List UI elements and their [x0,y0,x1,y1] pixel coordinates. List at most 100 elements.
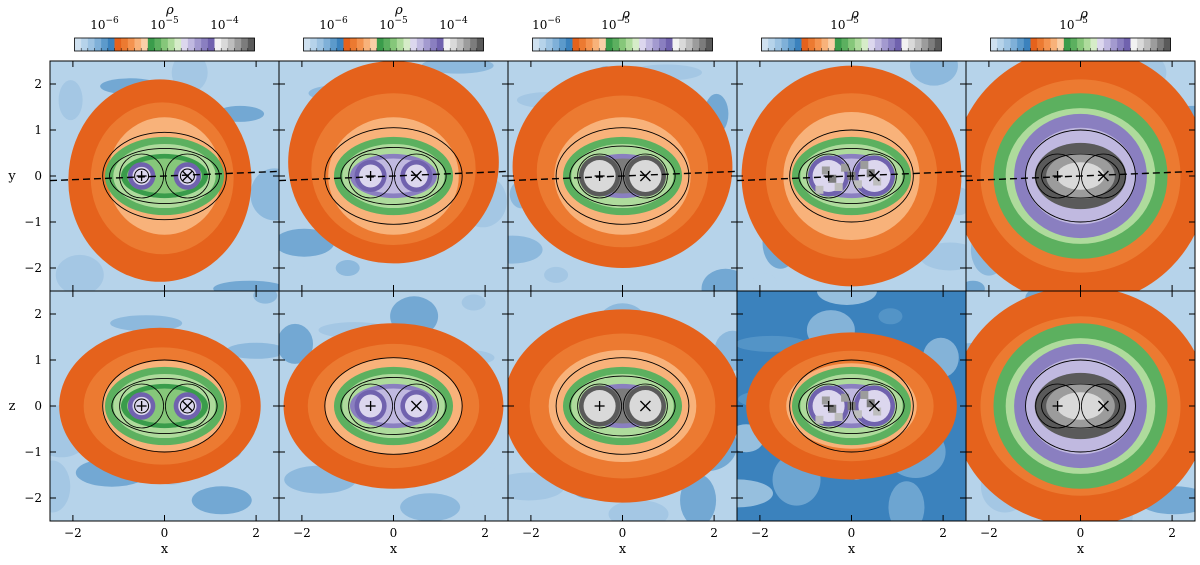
background-patch [878,308,903,325]
background-patch [55,254,104,291]
colorbar-swatch [350,38,358,51]
colorbar-swatch [187,38,195,51]
colorbar-label-base: 10 [150,18,165,32]
background-patch [191,486,252,515]
colorbar-swatch [821,38,829,51]
colorbar-label: 10−6 [319,16,348,32]
colorbar-label: 10−6 [90,16,119,32]
colorbar-swatch [1030,38,1038,51]
pixel-block [853,180,862,189]
colorbar-swatch [828,38,836,51]
companion-marker [868,170,880,182]
background-patch [888,481,925,521]
colorbar-swatch [672,38,680,51]
pixel-block [815,185,824,194]
colorbar-swatch [781,38,789,51]
colorbar-swatch [901,38,909,51]
background-patch [471,467,508,520]
background-patch [737,479,773,508]
colorbar-label: 10−5 [1059,16,1088,32]
colorbar-swatch [794,38,802,51]
colorbar-frame [532,37,713,52]
orbit-ellipse [569,145,676,207]
colorbar-swatch [685,38,693,51]
orbit-ellipse [789,129,914,223]
colorbar-swatch [539,38,547,51]
colorbar-swatch [908,38,916,51]
colorbar-swatch [861,38,869,51]
colorbar-swatch [928,38,936,51]
colorbar-swatch [303,38,311,51]
pixel-block [834,183,843,192]
roche-lobe [348,383,393,429]
colorbar-swatch [532,38,540,51]
roche-lobe [1035,383,1080,429]
colorbar-swatch [1103,38,1111,51]
colorbar-label-base: 10 [379,18,394,32]
colorbar-swatch [565,38,573,51]
colorbar-swatch [1017,38,1025,51]
x-tick-label: 0 [161,526,169,540]
colorbar-swatch [121,38,129,51]
colorbar-label-base: 10 [532,18,547,32]
y-axis-label: z [9,399,16,414]
y-axis-label: y [7,169,16,184]
x-tick-label: 2 [252,526,260,540]
colorbar-quantity-symbol: ρ [1079,7,1088,22]
colorbar-label: 10−4 [439,16,468,32]
colorbar-swatch [390,38,398,51]
marker-ring [179,168,195,184]
companion-marker [410,170,422,182]
dashed-axis-line [508,170,737,182]
colorbar-swatch [214,38,222,51]
roche-lobe [165,383,210,429]
background-patch [508,235,543,264]
x-tick-label: 2 [939,526,947,540]
background-patch [253,291,278,304]
colorbar-swatch [612,38,620,51]
colorbar-swatch [639,38,647,51]
colorbar-swatch [1063,38,1071,51]
colorbar-swatch [881,38,889,51]
pixel-block [860,160,869,169]
colorbar-swatch [363,38,371,51]
colorbar-swatch [1123,38,1131,51]
companion-marker [181,400,193,412]
pixel-block [841,163,850,172]
roche-lobe [806,383,851,429]
colorbar-swatch [659,38,667,51]
colorbar-swatch [201,38,209,51]
colorbar-label-base: 10 [830,18,845,32]
colorbar-swatch [134,38,142,51]
colorbar-swatch [1083,38,1091,51]
colorbar-label-exponent: −5 [846,16,860,26]
y-tick-label: 0 [34,169,42,183]
colorbar-swatch [383,38,391,51]
colorbar-swatch [990,38,998,51]
companion-marker [639,400,651,412]
x-tick-label: 2 [1168,526,1176,540]
colorbar-swatch [141,38,149,51]
orbit-ellipse [102,359,227,453]
colorbar-swatch [592,38,600,51]
colorbar-swatch [1050,38,1058,51]
colorbar-frame [74,37,255,52]
colorbar-label-exponent: −4 [455,16,469,26]
colorbar-label-exponent: −5 [1075,16,1089,26]
marker-ring [134,168,150,184]
colorbar-label: 10−4 [210,16,239,32]
y-tick-label: −2 [24,261,42,275]
colorbar-swatch [834,38,842,51]
colorbar-swatch [625,38,633,51]
pixel-block [873,407,882,416]
orbit-ellipse [111,377,218,435]
colorbar-swatch [921,38,929,51]
colorbar-swatch [572,38,580,51]
orbit-ellipse [324,127,463,225]
colorbar-swatch [323,38,331,51]
colorbar-frame [303,37,484,52]
colorbar-swatch [1150,38,1158,51]
colorbar-swatch [605,38,613,51]
colorbar-swatch [241,38,249,51]
orbit-ellipse [1025,129,1136,223]
